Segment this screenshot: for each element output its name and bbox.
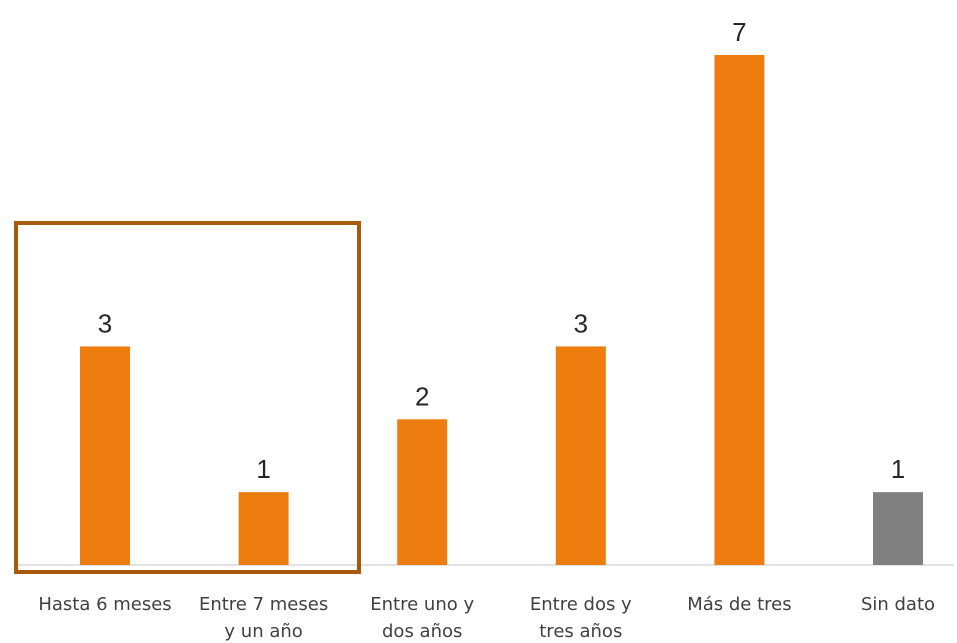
category-label-4: Más de tres bbox=[687, 594, 791, 615]
value-label-0: 3 bbox=[98, 308, 112, 338]
bar-5 bbox=[873, 492, 923, 565]
value-label-5: 1 bbox=[891, 454, 905, 484]
category-label-0-line-0: Hasta 6 meses bbox=[38, 594, 171, 615]
category-label-2-line-1: dos años bbox=[382, 621, 462, 642]
category-label-1-line-0: Entre 7 meses bbox=[199, 594, 328, 615]
bar-1 bbox=[238, 492, 289, 565]
value-labels-group: 3 1 2 3 7 1 bbox=[98, 17, 905, 484]
category-labels-group: Hasta 6 meses Entre 7 meses y un añoEntre … bbox=[38, 594, 935, 642]
bar-4 bbox=[714, 55, 765, 565]
category-label-0: Hasta 6 meses bbox=[38, 594, 171, 615]
category-label-5: Sin dato bbox=[861, 594, 935, 615]
category-label-4-line-0: Más de tres bbox=[687, 594, 791, 615]
category-label-1-line-1: y un año bbox=[224, 621, 302, 642]
category-label-2-line-0: Entre uno y bbox=[370, 594, 474, 615]
category-label-3-line-1: tres años bbox=[539, 621, 622, 642]
category-label-3-line-0: Entre dos y bbox=[530, 594, 632, 615]
bar-3 bbox=[555, 346, 606, 565]
highlight-box bbox=[14, 221, 361, 574]
value-label-1: 1 bbox=[256, 454, 270, 484]
category-label-3: Entre dos y tres años bbox=[530, 594, 632, 642]
category-label-1: Entre 7 meses y un año bbox=[199, 594, 328, 642]
bar-2 bbox=[397, 419, 448, 565]
category-label-5-line-0: Sin dato bbox=[861, 594, 935, 615]
bar-0 bbox=[80, 346, 130, 565]
bars-group bbox=[80, 55, 923, 565]
value-label-2: 2 bbox=[415, 381, 429, 411]
value-label-4: 7 bbox=[732, 17, 746, 47]
category-label-2: Entre uno y dos años bbox=[370, 594, 474, 642]
value-label-3: 3 bbox=[574, 308, 588, 338]
